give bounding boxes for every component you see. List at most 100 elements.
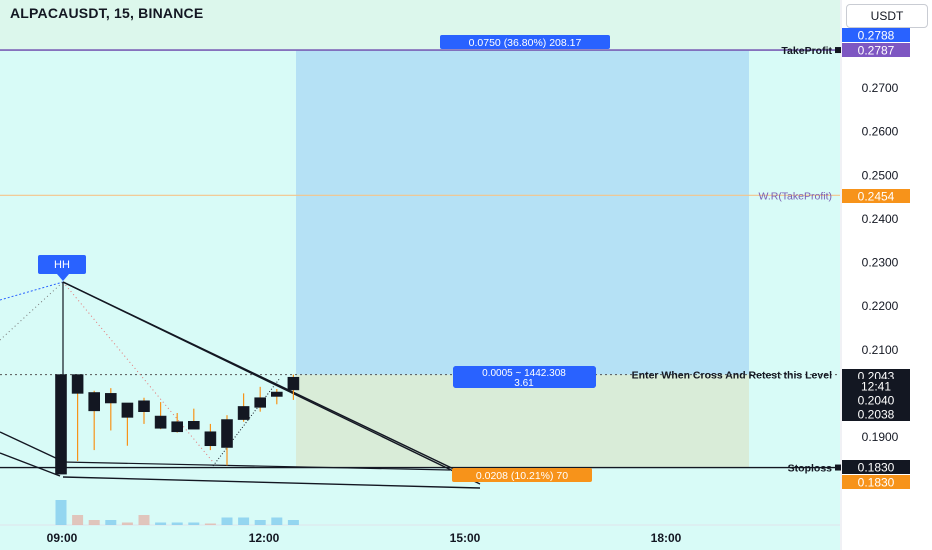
volume-bar: [72, 515, 84, 525]
price-axis-badge-box: [842, 43, 910, 57]
support-line-4[interactable]: [62, 461, 451, 471]
takeprofit-marker: [835, 47, 841, 54]
volume-bar: [138, 515, 150, 525]
candle-body[interactable]: [138, 400, 150, 412]
upper-band: [0, 0, 840, 51]
price-axis-badge-text: 0.2454: [858, 190, 895, 204]
candle-body[interactable]: [105, 393, 117, 404]
price-axis-badge-box: [842, 189, 910, 203]
x-tick-label: 15:00: [450, 531, 481, 545]
wr-annotation: W.R(TakeProfit): [758, 190, 832, 202]
y-tick-label: 0.1900: [862, 430, 899, 444]
y-tick-label: 0.2600: [862, 125, 899, 139]
volume-bar: [238, 517, 250, 525]
volume-bar: [287, 520, 299, 525]
price-axis-badge: 0.2038: [842, 407, 910, 422]
takeprofit-annotation: TakeProfit: [781, 45, 832, 57]
candle-body[interactable]: [88, 392, 100, 412]
currency-button[interactable]: USDT: [846, 4, 928, 28]
price-axis-badge: 0.2454: [842, 189, 910, 204]
volume-bar: [105, 520, 117, 525]
price-axis-badge: 0.2040: [842, 393, 910, 408]
price-axis-badge-box: [842, 460, 910, 474]
price-axis-badge-text: 0.2040: [858, 394, 895, 408]
price-axis-badge-text: 0.2038: [858, 408, 895, 422]
volume-bar: [55, 500, 67, 525]
volume-bar: [221, 517, 233, 525]
volume-bar: [155, 522, 167, 525]
volume-bar: [271, 517, 283, 525]
price-axis-badge-box: [842, 28, 910, 42]
stoploss-marker: [835, 464, 841, 471]
price-axis-badge-text: 12:41: [861, 380, 891, 394]
y-tick-label: 0.2300: [862, 256, 899, 270]
candle-body[interactable]: [254, 397, 266, 408]
candle-body[interactable]: [55, 374, 67, 475]
volume-bar: [171, 522, 183, 525]
volume-bar: [204, 523, 216, 525]
hh-label[interactable]: HH: [38, 255, 86, 281]
symbol-title: ALPACAUSDT, 15, BINANCE: [10, 5, 204, 21]
volume-bar: [88, 520, 100, 525]
hh-label-box: [38, 255, 86, 274]
volume-bar: [254, 520, 266, 525]
price-axis-badge-box: [842, 407, 910, 421]
y-tick-label: 0.2200: [862, 299, 899, 313]
candle-body[interactable]: [270, 391, 283, 397]
loss-label-text: 0.0208 (10.21%) 70: [476, 470, 568, 482]
candle-body[interactable]: [237, 406, 250, 420]
profit-label-box: [440, 35, 610, 49]
price-axis-badge: 0.2787: [842, 43, 910, 58]
entry-label-line2-top: 3.61: [514, 378, 534, 389]
price-axis-badge-box: [842, 475, 910, 489]
entry-annotation: Enter When Cross And Retest this Level: [632, 370, 832, 382]
y-tick-label: 0.2100: [862, 343, 899, 357]
candle-body[interactable]: [121, 402, 134, 418]
loss-label[interactable]: 0.0208 (10.21%) 70: [452, 468, 592, 482]
price-axis-badge-text: 0.2788: [858, 29, 895, 43]
volume-bar: [121, 522, 133, 525]
y-tick-label: 0.2400: [862, 212, 899, 226]
profit-zone: [296, 50, 749, 375]
candle-body[interactable]: [154, 415, 167, 429]
candle-body[interactable]: [171, 421, 183, 433]
support-line-1[interactable]: [0, 431, 61, 461]
x-tick-label: 12:00: [249, 531, 280, 545]
price-axis-badge: 0.2788: [842, 28, 910, 43]
price-axis-panel: [841, 0, 932, 550]
support-line-3[interactable]: [62, 476, 481, 489]
y-tick-label: 0.2500: [862, 168, 899, 182]
price-axis-badge-text: 0.1830: [858, 461, 895, 475]
x-tick-label: 09:00: [47, 531, 78, 545]
stoploss-annotation: Stoploss: [788, 463, 832, 475]
downtrend-line-2[interactable]: [62, 281, 481, 485]
price-axis-badge-text: 0.1830: [858, 476, 895, 490]
candle-body[interactable]: [204, 431, 217, 447]
loss-zone: [296, 374, 749, 468]
candle-body[interactable]: [287, 376, 300, 391]
price-axis-badge-box: [842, 379, 910, 393]
profit-label-text: 0.0750 (36.80%) 208.17: [469, 37, 582, 49]
y-tick-label: 0.2700: [862, 81, 899, 95]
x-tick-label: 18:00: [651, 531, 682, 545]
candle-body[interactable]: [221, 419, 233, 448]
candle-body[interactable]: [188, 420, 200, 430]
blue-dotted-trend[interactable]: [0, 281, 64, 301]
profit-label[interactable]: 0.0750 (36.80%) 208.17: [440, 35, 610, 49]
price-axis-badge-box: [842, 393, 910, 407]
entry-label-cover: [453, 366, 596, 388]
price-axis-badge: 0.1830: [842, 475, 910, 490]
entry-label-line1-top: 0.0005 ~ 1442.308: [482, 368, 566, 379]
price-axis-badge-text: 0.2787: [858, 44, 895, 58]
candle-body[interactable]: [71, 374, 84, 394]
price-axis-badge: 0.1830: [842, 460, 910, 475]
hh-label-pointer: [57, 274, 69, 281]
loss-label-box: [452, 468, 592, 482]
uptrend-dotted[interactable]: [212, 377, 281, 467]
price-axis-badge: 12:41: [842, 379, 910, 394]
support-line-2[interactable]: [0, 452, 61, 477]
hh-label-text: HH: [54, 259, 70, 271]
volume-bar: [188, 522, 200, 525]
